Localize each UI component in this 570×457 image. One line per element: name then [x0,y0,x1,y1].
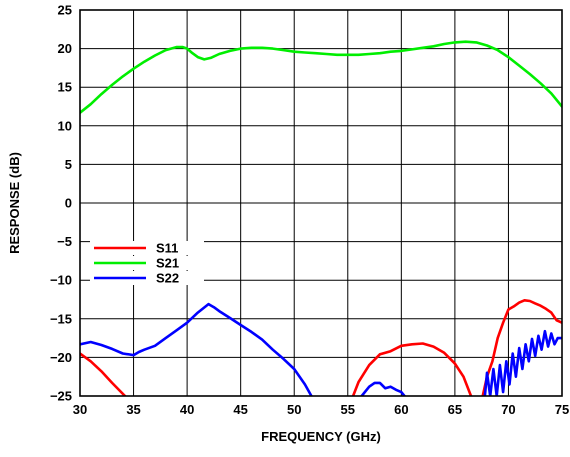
x-tick-label: 55 [341,402,355,417]
series-line-s21 [80,40,562,114]
y-tick-label: −20 [50,350,72,365]
grid [80,10,562,396]
legend-entry-bg [90,271,204,285]
x-tick-label: 65 [448,402,462,417]
x-tick-label: 50 [287,402,301,417]
x-tick-label: 70 [501,402,515,417]
plot-frame [79,9,563,397]
tick-labels: 30 35 40 45 50 55 60 65 70 752520151050−5−10−15−2… [50,3,569,418]
x-tick-label: 40 [180,402,194,417]
series-line-s22 [360,381,406,396]
x-tick-label: 30 [73,402,87,417]
series-group [80,40,562,396]
legend-label-s11: S11 [156,241,178,256]
x-axis-title: FREQUENCY (GHz) [261,429,381,444]
series-line-s11 [481,299,562,396]
y-tick-label: −10 [50,273,72,288]
legend-entry-bg [90,256,204,270]
x-tick-label: 75 [555,402,569,417]
y-tick-label: 20 [58,41,72,56]
series-line-s11 [80,352,127,396]
y-tick-label: 15 [58,80,72,95]
y-tick-label: −5 [57,234,72,249]
x-tick-label: 45 [233,402,247,417]
y-tick-label: 0 [65,196,72,211]
series-line-s22 [483,329,562,396]
legend-label-s22: S22 [156,271,179,286]
y-tick-label: 5 [65,157,72,172]
legend-entry-bg [90,241,204,255]
x-tick-label: 60 [394,402,408,417]
legend-label-s21: S21 [156,256,179,271]
y-tick-label: −25 [50,389,72,404]
y-tick-label: 25 [58,3,72,18]
y-tick-label: −15 [50,311,72,326]
series-line-s22 [80,302,313,396]
x-tick-label: 35 [126,402,140,417]
y-axis-title: RESPONSE (dB) [7,152,22,254]
y-tick-label: 10 [58,118,72,133]
series-line-s11 [351,342,473,396]
